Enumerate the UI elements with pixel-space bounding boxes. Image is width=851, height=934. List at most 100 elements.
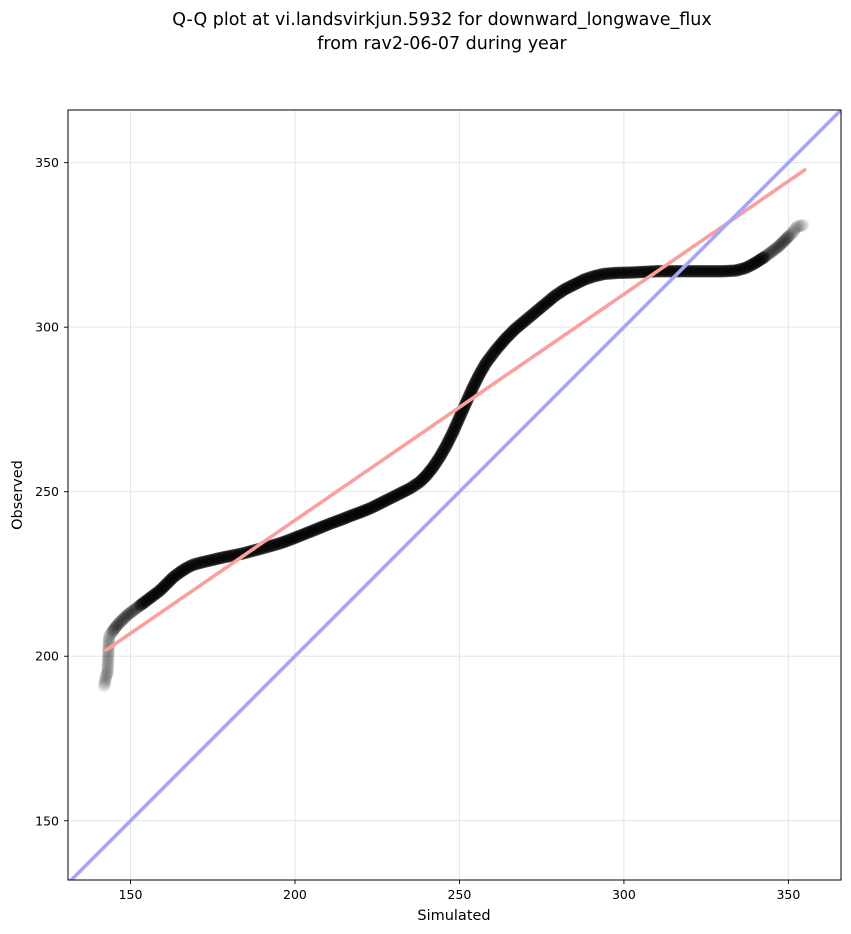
qq-point bbox=[452, 412, 466, 426]
qq-point bbox=[429, 457, 442, 470]
qq-point bbox=[112, 617, 125, 631]
qq-point bbox=[737, 262, 751, 275]
qq-point bbox=[280, 534, 293, 548]
qq-point bbox=[267, 539, 280, 552]
qq-point bbox=[497, 334, 510, 347]
qq-point bbox=[180, 561, 193, 575]
qq-point bbox=[495, 336, 509, 350]
qq-point bbox=[556, 284, 569, 298]
qq-point bbox=[773, 239, 786, 252]
qq-point bbox=[430, 455, 443, 469]
qq-point bbox=[396, 485, 409, 499]
qq-point bbox=[395, 486, 408, 499]
qq-point bbox=[608, 266, 621, 280]
qq-point bbox=[381, 493, 395, 506]
chart-title-line2: from rav2-06-07 during year bbox=[317, 34, 567, 54]
qq-point bbox=[612, 266, 625, 280]
qq-point bbox=[385, 491, 398, 504]
qq-point bbox=[732, 263, 745, 277]
qq-point bbox=[271, 537, 284, 551]
qq-point bbox=[471, 371, 485, 384]
qq-point bbox=[630, 266, 643, 279]
qq-point bbox=[572, 276, 585, 289]
qq-point bbox=[776, 236, 789, 249]
qq-point bbox=[172, 566, 185, 580]
qq-point bbox=[789, 221, 802, 235]
qq-point bbox=[418, 470, 431, 484]
qq-point bbox=[133, 599, 146, 613]
qq-point bbox=[324, 517, 338, 530]
qq-point bbox=[542, 295, 555, 308]
qq-point bbox=[157, 580, 171, 593]
qq-point bbox=[373, 497, 386, 511]
qq-point bbox=[547, 290, 560, 304]
qq-point bbox=[97, 679, 111, 693]
qq-point bbox=[486, 347, 500, 361]
qq-point bbox=[426, 461, 439, 475]
qq-point bbox=[272, 537, 286, 550]
qq-point bbox=[437, 444, 450, 457]
qq-point bbox=[405, 481, 418, 494]
qq-point bbox=[100, 667, 114, 680]
qq-point bbox=[100, 668, 113, 682]
qq-point bbox=[545, 292, 558, 305]
qq-point bbox=[637, 265, 650, 279]
qq-point bbox=[733, 263, 747, 276]
qq-point bbox=[145, 590, 158, 604]
qq-point bbox=[707, 265, 720, 278]
qq-point bbox=[513, 318, 526, 332]
qq-point bbox=[274, 536, 287, 550]
qq-point bbox=[154, 583, 168, 596]
qq-point bbox=[426, 460, 440, 474]
qq-point bbox=[224, 549, 238, 563]
qq-point bbox=[354, 505, 367, 519]
qq-point bbox=[544, 293, 557, 306]
qq-point bbox=[287, 531, 301, 545]
qq-point bbox=[714, 265, 728, 278]
qq-point bbox=[628, 266, 642, 279]
qq-point bbox=[702, 265, 716, 278]
qq-point bbox=[670, 265, 683, 278]
qq-point bbox=[728, 264, 741, 277]
qq-point bbox=[203, 554, 217, 567]
qq-point bbox=[606, 267, 620, 280]
qq-point bbox=[689, 265, 702, 278]
qq-point bbox=[322, 518, 335, 531]
qq-point bbox=[146, 589, 159, 603]
qq-point bbox=[202, 554, 215, 568]
qq-point bbox=[222, 550, 235, 563]
qq-point bbox=[510, 321, 523, 335]
qq-point bbox=[621, 266, 634, 279]
qq-point bbox=[472, 370, 485, 383]
qq-point bbox=[216, 551, 229, 564]
qq-point bbox=[134, 599, 147, 612]
qq-point bbox=[223, 549, 236, 563]
qq-point bbox=[156, 581, 170, 594]
qq-point bbox=[767, 243, 781, 257]
qq-point bbox=[588, 269, 601, 283]
qq-point bbox=[364, 501, 377, 515]
qq-point bbox=[560, 281, 574, 295]
qq-point bbox=[411, 477, 424, 490]
qq-point bbox=[698, 265, 711, 278]
qq-point bbox=[494, 337, 508, 351]
qq-point bbox=[155, 582, 169, 595]
qq-point bbox=[348, 508, 361, 521]
qq-point bbox=[336, 512, 349, 526]
qq-point bbox=[775, 237, 788, 250]
qq-point bbox=[428, 458, 441, 471]
qq-point bbox=[415, 473, 429, 487]
qq-point bbox=[479, 357, 492, 370]
qq-point bbox=[785, 227, 798, 240]
qq-point bbox=[491, 341, 504, 355]
qq-point bbox=[101, 656, 115, 669]
qq-point bbox=[196, 555, 210, 569]
qq-point bbox=[421, 468, 434, 481]
qq-point bbox=[525, 308, 538, 322]
qq-point bbox=[468, 377, 481, 391]
qq-point bbox=[437, 443, 451, 456]
qq-point bbox=[484, 351, 497, 364]
qq-point bbox=[745, 258, 759, 271]
qq-point bbox=[389, 489, 402, 503]
